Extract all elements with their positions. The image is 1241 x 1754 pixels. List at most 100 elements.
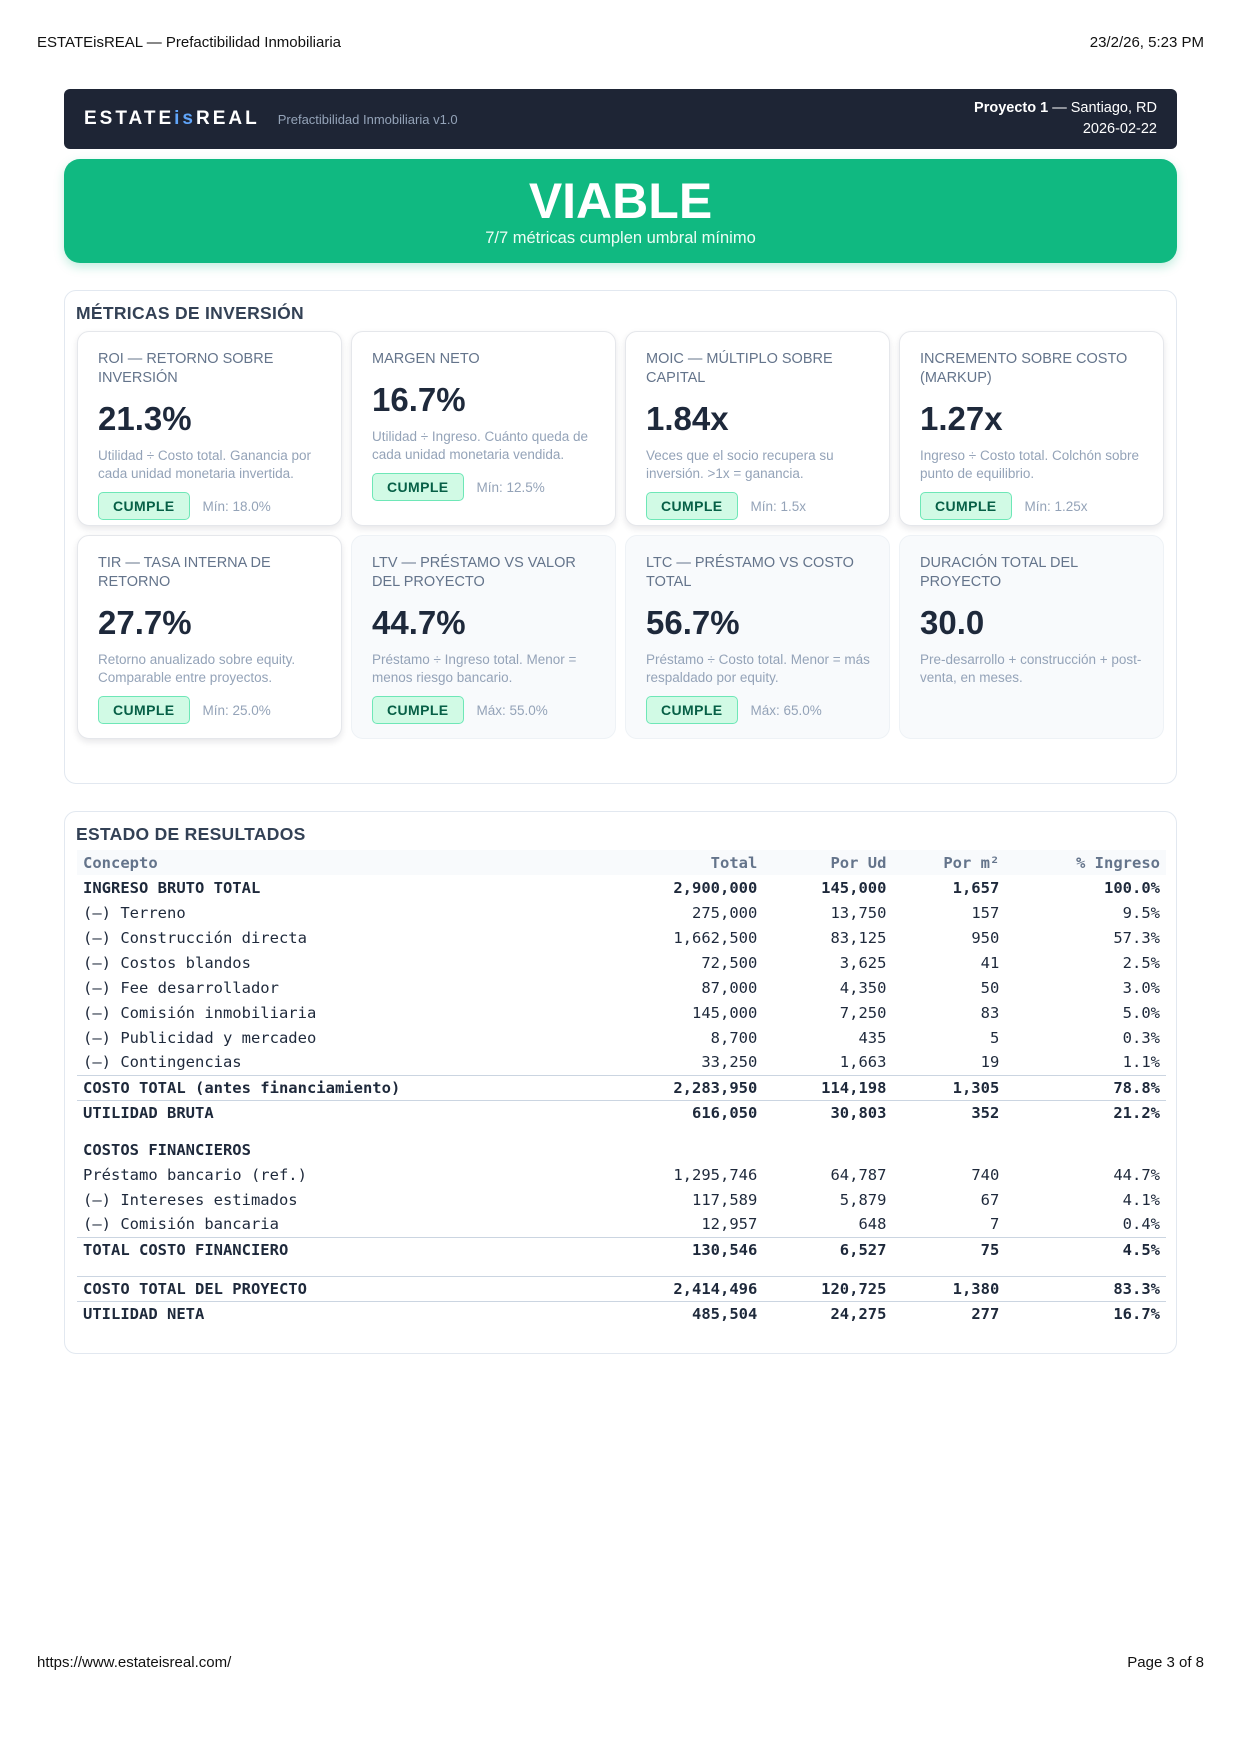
project-location: — Santiago, RD: [1048, 100, 1157, 116]
cell-por-m2: 75: [892, 1236, 1006, 1262]
cell-por-m2: 1,657: [952, 878, 1000, 897]
table-spacer: [77, 1262, 1166, 1276]
cell-concepto: Préstamo bancario (ref.): [83, 1165, 307, 1184]
cell-por-ud: 30,803: [830, 1103, 887, 1122]
brand-bar: ESTATEisREAL Prefactibilidad Inmobiliari…: [64, 89, 1177, 149]
metric-card-tir: TIR — TASA INTERNA DE RETORNO 27.7% Reto…: [77, 535, 342, 739]
metric-threshold: Máx: 55.0%: [476, 702, 548, 718]
table-row: (–) Costos blandos 72,500 3,625 41 2.5%: [77, 950, 1166, 975]
metric-value: 56.7%: [646, 604, 740, 641]
metric-label: TIR — TASA INTERNA DE RETORNO: [98, 555, 271, 590]
table-row: INGRESO BRUTO TOTAL 2,900,000 145,000 1,…: [77, 875, 1166, 900]
metric-card-moic: MOIC — MÚLTIPLO SOBRE CAPITAL 1.84x Vece…: [625, 331, 890, 526]
cell-pct: 83.3%: [1005, 1275, 1166, 1302]
status-badge: CUMPLE: [98, 696, 190, 724]
cell-por-m2: 950: [971, 928, 1000, 947]
cell-por-ud: 648: [858, 1215, 887, 1234]
cell-section-title: COSTOS FINANCIEROS: [83, 1140, 251, 1159]
cell-por-ud: 83,125: [830, 928, 887, 947]
cell-total: 1,662,500: [673, 928, 758, 947]
metric-value: 30.0: [920, 604, 985, 641]
cell-total: 33,250: [701, 1053, 758, 1072]
cell-pct: 78.8%: [1005, 1074, 1166, 1101]
cell-por-ud: 1,663: [839, 1053, 887, 1072]
cell-por-m2: 5: [989, 1028, 1000, 1047]
cell-por-ud: 4,350: [839, 978, 887, 997]
cell-por-m2: 352: [971, 1103, 1000, 1122]
metric-description: Utilidad ÷ Ingreso. Cuánto queda de cada…: [372, 429, 589, 462]
metric-label: DURACIÓN TOTAL DEL PROYECTO: [920, 555, 1078, 590]
status-badge: CUMPLE: [98, 492, 190, 520]
col-por-m2: Por m²: [892, 850, 1006, 875]
metric-card-ltv: LTV — PRÉSTAMO VS VALOR DEL PROYECTO 44.…: [351, 535, 616, 739]
cell-por-ud: 114,198: [763, 1074, 893, 1101]
cell-pct: 21.2%: [1113, 1103, 1160, 1122]
cell-por-m2: 41: [980, 953, 1000, 972]
cell-por-m2: 277: [971, 1304, 1000, 1323]
cell-por-m2: 1,380: [892, 1275, 1006, 1302]
status-badge: CUMPLE: [372, 473, 464, 501]
cell-concepto: (–) Construcción directa: [83, 928, 307, 947]
metric-description: Préstamo ÷ Costo total. Menor = más resp…: [646, 652, 870, 685]
metric-card-roi: ROI — RETORNO SOBRE INVERSIÓN 21.3% Util…: [77, 331, 342, 526]
cell-pct: 3.0%: [1122, 978, 1160, 997]
table-row-subtotal: COSTO TOTAL (antes financiamiento) 2,283…: [77, 1074, 1166, 1101]
cell-total: 145,000: [692, 1003, 758, 1022]
cell-pct: 100.0%: [1104, 878, 1160, 897]
metric-card-markup: INCREMENTO SOBRE COSTO (MARKUP) 1.27x In…: [899, 331, 1164, 526]
cell-concepto: TOTAL COSTO FINANCIERO: [77, 1236, 606, 1262]
cell-concepto: UTILIDAD BRUTA: [83, 1103, 214, 1122]
metric-description: Utilidad ÷ Costo total. Ganancia por cad…: [98, 448, 312, 481]
page-url[interactable]: https://www.estateisreal.com/: [37, 1654, 232, 1671]
metrics-grid: ROI — RETORNO SOBRE INVERSIÓN 21.3% Util…: [77, 331, 1164, 739]
cell-pct: 5.0%: [1122, 1003, 1160, 1022]
metric-label: MARGEN NETO: [372, 351, 480, 367]
cell-pct: 16.7%: [1113, 1304, 1160, 1323]
cell-pct: 57.3%: [1113, 928, 1160, 947]
cell-total: 2,283,950: [605, 1074, 764, 1101]
metric-label: MOIC — MÚLTIPLO SOBRE CAPITAL: [646, 351, 833, 386]
cell-total: 2,900,000: [673, 878, 758, 897]
income-statement-table: Concepto Total Por Ud Por m² % Ingreso I…: [77, 850, 1166, 1326]
print-footer: https://www.estateisreal.com/ Page 3 of …: [37, 1654, 1204, 1674]
cell-total: 616,050: [692, 1103, 758, 1122]
income-statement-panel: ESTADO DE RESULTADOS Concepto Total Por …: [64, 811, 1177, 1354]
cell-por-ud: 6,527: [763, 1236, 893, 1262]
cell-concepto: COSTO TOTAL (antes financiamiento): [77, 1074, 606, 1101]
cell-concepto: COSTO TOTAL DEL PROYECTO: [77, 1275, 606, 1302]
cell-por-m2: 1,305: [892, 1074, 1006, 1101]
cell-pct: 9.5%: [1122, 903, 1160, 922]
col-total: Total: [605, 850, 764, 875]
cell-concepto: UTILIDAD NETA: [83, 1304, 205, 1323]
metric-threshold: Mín: 25.0%: [202, 702, 271, 718]
metric-description: Veces que el socio recupera su inversión…: [646, 448, 834, 481]
project-info: Proyecto 1 — Santiago, RD 2026-02-22: [974, 98, 1157, 140]
cell-pct: 1.1%: [1122, 1053, 1160, 1072]
cell-por-m2: 50: [980, 978, 1000, 997]
status-badge: CUMPLE: [646, 492, 738, 520]
metric-value: 1.84x: [646, 400, 729, 437]
cell-por-m2: 67: [980, 1190, 1000, 1209]
cell-pct: 4.5%: [1005, 1236, 1166, 1262]
cell-por-m2: 19: [980, 1053, 1000, 1072]
cell-concepto: (–) Intereses estimados: [83, 1190, 298, 1209]
cell-total: 1,295,746: [673, 1165, 758, 1184]
metric-threshold: Mín: 18.0%: [202, 498, 271, 514]
cell-por-m2: 740: [971, 1165, 1000, 1184]
cell-total: 12,957: [701, 1215, 758, 1234]
cell-concepto: (–) Costos blandos: [83, 953, 251, 972]
metric-value: 16.7%: [372, 381, 466, 418]
metric-description: Retorno anualizado sobre equity. Compara…: [98, 652, 296, 685]
table-row: Préstamo bancario (ref.) 1,295,746 64,78…: [77, 1162, 1166, 1187]
cell-total: 485,504: [692, 1304, 758, 1323]
metric-description: Ingreso ÷ Costo total. Colchón sobre pun…: [920, 448, 1140, 481]
verdict-subtitle: 7/7 métricas cumplen umbral mínimo: [485, 229, 756, 247]
metric-threshold: Mín: 12.5%: [476, 479, 545, 495]
cell-por-m2: 157: [971, 903, 1000, 922]
table-row: (–) Fee desarrollador 87,000 4,350 50 3.…: [77, 975, 1166, 1000]
print-header-datetime: 23/2/26, 5:23 PM: [1089, 34, 1204, 51]
table-row: (–) Comisión inmobiliaria 145,000 7,250 …: [77, 1000, 1166, 1025]
table-spacer: [77, 1125, 1166, 1137]
results-title: ESTADO DE RESULTADOS: [76, 824, 306, 844]
cell-concepto: (–) Publicidad y mercadeo: [83, 1028, 317, 1047]
